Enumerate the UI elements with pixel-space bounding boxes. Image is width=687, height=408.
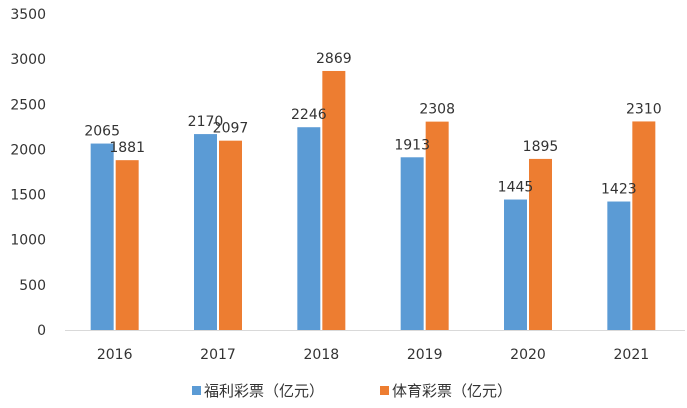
x-tick-label: 2019 [407, 347, 443, 363]
y-tick-label: 500 [19, 278, 46, 294]
bar-sports-2016 [115, 160, 139, 330]
x-tick-label: 2021 [614, 347, 650, 363]
y-tick-label: 1500 [10, 188, 46, 204]
data-label: 1895 [523, 139, 559, 155]
data-label: 1445 [498, 180, 534, 196]
bar-sports-2017 [219, 140, 242, 330]
y-tick-label: 2500 [10, 97, 46, 113]
bar-sports-2020 [529, 158, 552, 330]
x-tick-label: 2017 [200, 347, 236, 363]
bar-sports-2021 [632, 121, 656, 330]
legend-swatch [192, 386, 201, 395]
data-label: 1913 [394, 137, 430, 153]
data-label: 2170 [188, 114, 224, 130]
legend-swatch [380, 386, 389, 395]
data-label: 2308 [419, 102, 455, 118]
x-axis: 2016 2017 2018 2019 2020 2021 [97, 347, 649, 363]
watermark: Hi科普1 [577, 368, 661, 388]
bars [90, 70, 656, 331]
data-label: 2310 [626, 101, 662, 117]
bar-welfare-2020 [504, 199, 527, 330]
wechat-icon [577, 368, 603, 388]
bar-welfare-2018 [297, 127, 321, 330]
y-axis: 0 500 1000 1500 2000 2500 3000 3500 [10, 7, 46, 339]
x-tick-label: 2016 [97, 347, 133, 363]
data-label: 2246 [291, 107, 327, 123]
y-tick-label: 2000 [10, 142, 46, 158]
bar-welfare-2016 [90, 143, 114, 330]
data-label: 1881 [109, 140, 145, 156]
legend-label: 福利彩票（亿元） [204, 382, 324, 400]
y-tick-label: 1000 [10, 233, 46, 249]
data-label: 2097 [213, 121, 249, 137]
watermark-text: Hi科普1 [606, 368, 661, 386]
x-tick-label: 2018 [304, 347, 340, 363]
bar-welfare-2021 [607, 201, 631, 330]
bar-welfare-2017 [194, 134, 217, 330]
bar-sports-2018 [322, 70, 346, 331]
data-label: 2869 [316, 51, 352, 67]
legend: 福利彩票（亿元） 体育彩票（亿元） [192, 382, 512, 400]
bar-welfare-2019 [400, 157, 424, 330]
data-label: 2065 [84, 124, 120, 140]
x-tick-label: 2020 [510, 347, 546, 363]
bar-sports-2019 [425, 121, 449, 330]
y-tick-label: 0 [37, 323, 46, 339]
y-tick-label: 3500 [10, 7, 46, 23]
legend-label: 体育彩票（亿元） [392, 382, 512, 400]
y-tick-label: 3000 [10, 52, 46, 68]
data-label: 1423 [601, 182, 637, 198]
